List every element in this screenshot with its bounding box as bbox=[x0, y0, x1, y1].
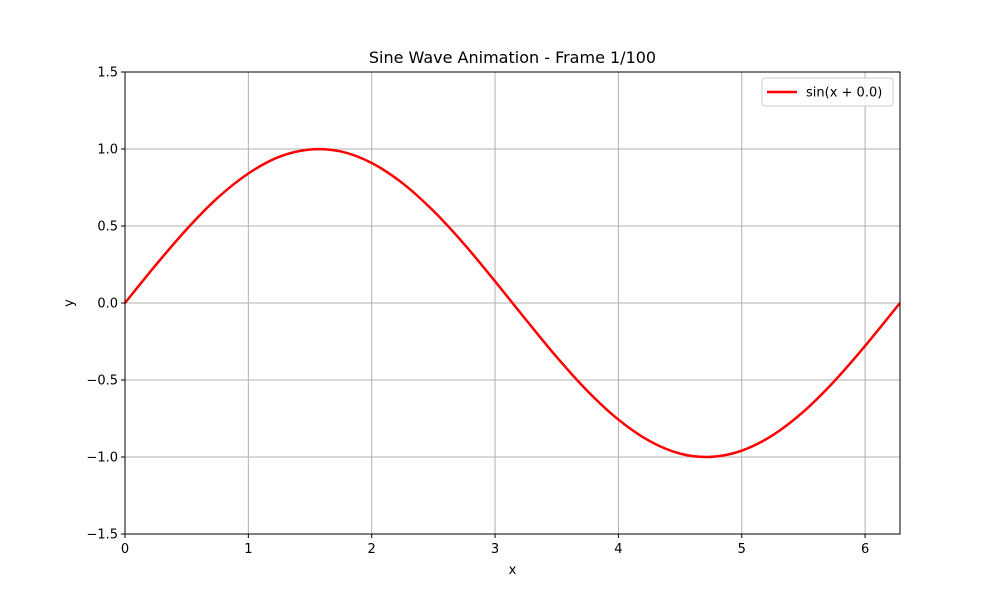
x-axis-label: x bbox=[509, 563, 517, 578]
axis-ticks: 0 1 2 3 4 5 6 −1.5 −1.0 −0.5 0.0 0.5 1.0 1.5 bbox=[86, 66, 869, 558]
x-tick-label: 1 bbox=[244, 542, 252, 557]
y-tick-label: −1.5 bbox=[86, 528, 118, 543]
x-tick-label: 2 bbox=[368, 542, 376, 557]
x-tick-label: 4 bbox=[614, 542, 622, 557]
x-tick-label: 5 bbox=[738, 542, 746, 557]
y-tick-label: 0.5 bbox=[97, 220, 118, 235]
y-tick-label: −1.0 bbox=[86, 451, 118, 466]
y-tick-label: 1.0 bbox=[97, 143, 118, 158]
x-tick-label: 3 bbox=[491, 542, 499, 557]
y-tick-label: 1.5 bbox=[97, 66, 118, 81]
legend-box bbox=[761, 77, 894, 107]
legend-label: sin(x + 0.0) bbox=[806, 86, 882, 101]
series-line bbox=[124, 147, 901, 459]
x-tick-label: 6 bbox=[861, 542, 869, 557]
y-axis-label: y bbox=[62, 299, 77, 307]
x-tick-label: 0 bbox=[121, 542, 129, 557]
chart-title: Sine Wave Animation - Frame 1/100 bbox=[369, 48, 656, 67]
y-tick-label: 0.0 bbox=[97, 297, 118, 312]
series-layer bbox=[124, 147, 901, 459]
legend: sin(x + 0.0) bbox=[761, 77, 894, 107]
y-tick-label: −0.5 bbox=[86, 374, 118, 389]
